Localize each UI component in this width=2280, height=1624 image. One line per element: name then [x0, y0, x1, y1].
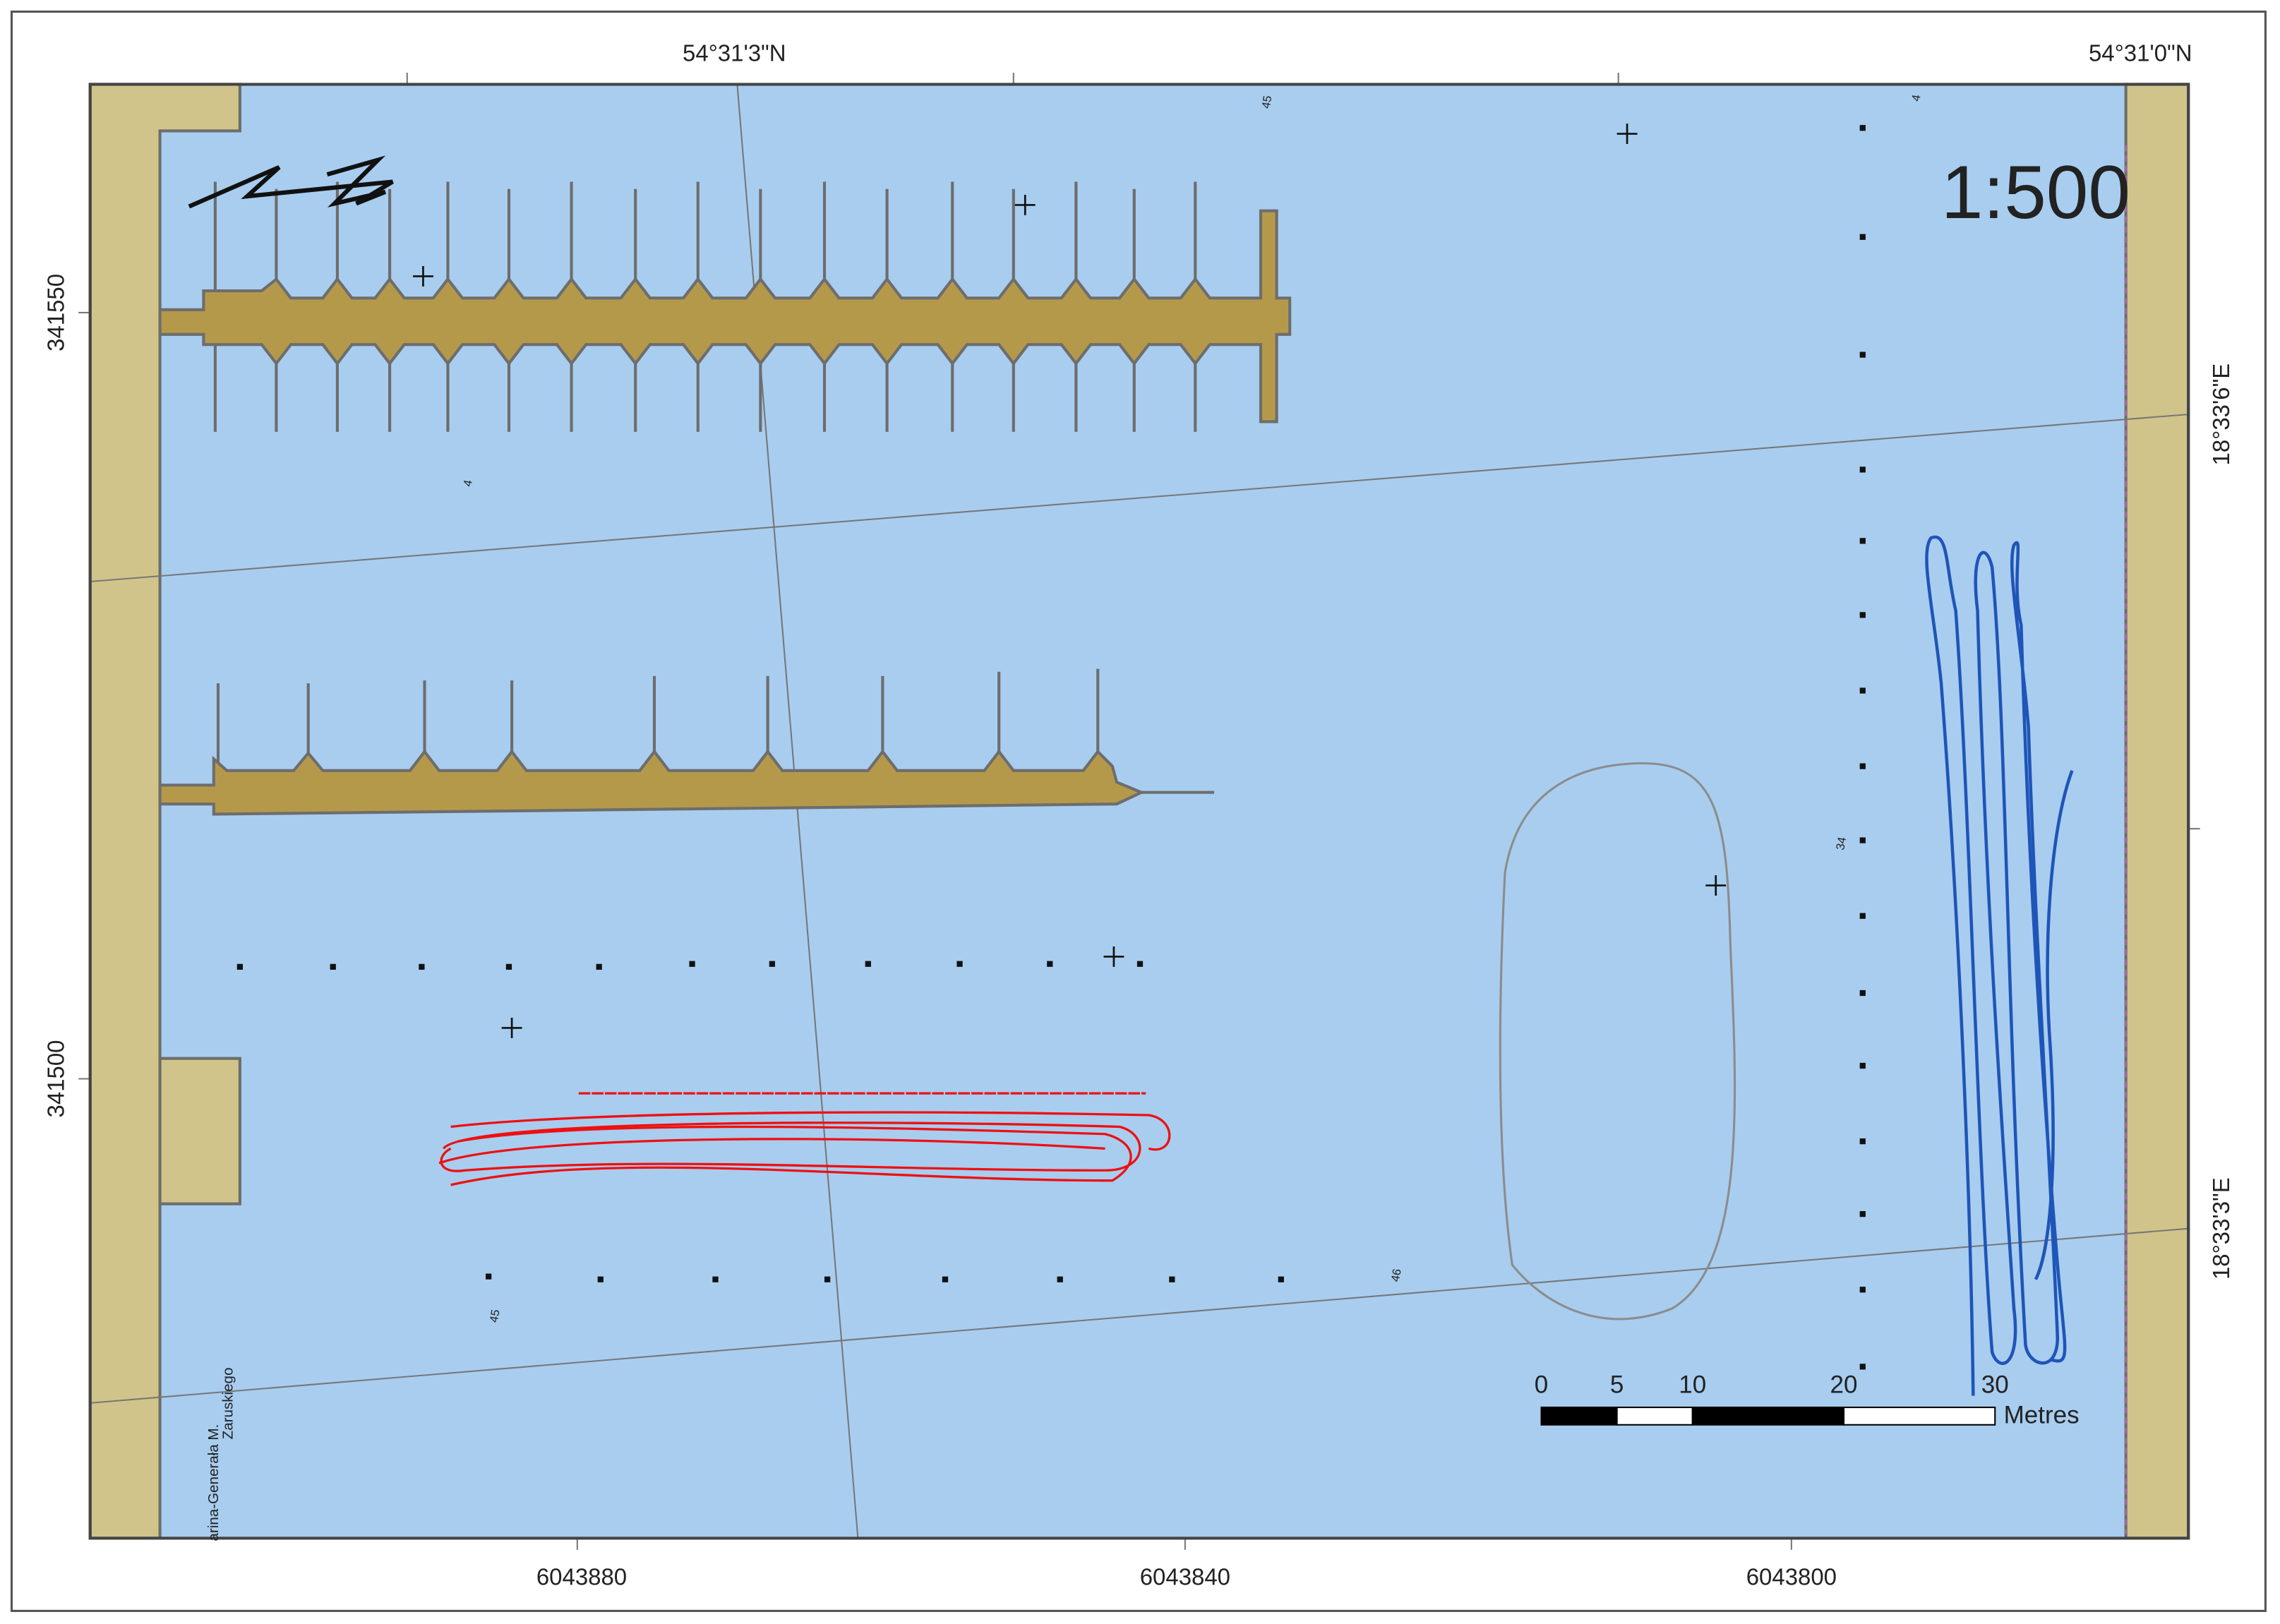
scale-segment	[1691, 1407, 1845, 1426]
scale-segment	[1842, 1407, 1996, 1426]
sounding: 4	[462, 479, 475, 488]
sounding: 45	[488, 1309, 503, 1323]
street-label: Zaruskiego	[220, 1368, 236, 1440]
street-label: arina-Generała M.	[205, 1424, 222, 1541]
scale-tick-label: 0	[1535, 1371, 1548, 1398]
sounding: 45	[1260, 95, 1275, 109]
sounding: 4	[1909, 94, 1923, 102]
red-tracks	[438, 1092, 1171, 1186]
top-label: 54°31'3"N	[683, 40, 786, 66]
grey-loop	[1499, 762, 1736, 1321]
sounding: 34	[1834, 836, 1849, 851]
left-label: 341550	[43, 274, 69, 351]
north-arrow	[188, 155, 394, 209]
map-frame	[78, 73, 2200, 1550]
frame-border	[88, 83, 2190, 1540]
bottom-label: 6043800	[1746, 1563, 1837, 1589]
scale-tick-label: 20	[1830, 1371, 1858, 1398]
scale-tick-label: 5	[1610, 1371, 1624, 1398]
right-label: 18°33'6"E	[2208, 363, 2234, 466]
bottom-label: 6043880	[536, 1563, 627, 1589]
right-label: 18°33'3"E	[2208, 1177, 2234, 1280]
scale-segment	[1616, 1407, 1693, 1426]
scale-unit: Metres	[2004, 1402, 2080, 1429]
scale-segment	[1540, 1407, 1618, 1426]
top-label: 54°31'0"N	[2089, 40, 2192, 66]
sounding: 46	[1389, 1268, 1404, 1282]
buoy-dots	[236, 125, 1866, 1370]
pier-upper	[158, 181, 1292, 432]
pier-lower	[158, 668, 1215, 816]
crosses	[413, 124, 1727, 1038]
scale-bar: 0 5 10 20 30 Metres	[1535, 1371, 2080, 1428]
blue-tracks	[1925, 535, 2074, 1396]
left-label: 341500	[43, 1040, 69, 1118]
scale-tick-label: 30	[1981, 1371, 2009, 1398]
scale-text: 1:500	[1941, 150, 2130, 234]
scale-tick-label: 10	[1679, 1371, 1706, 1398]
bottom-label: 6043840	[1140, 1563, 1230, 1589]
